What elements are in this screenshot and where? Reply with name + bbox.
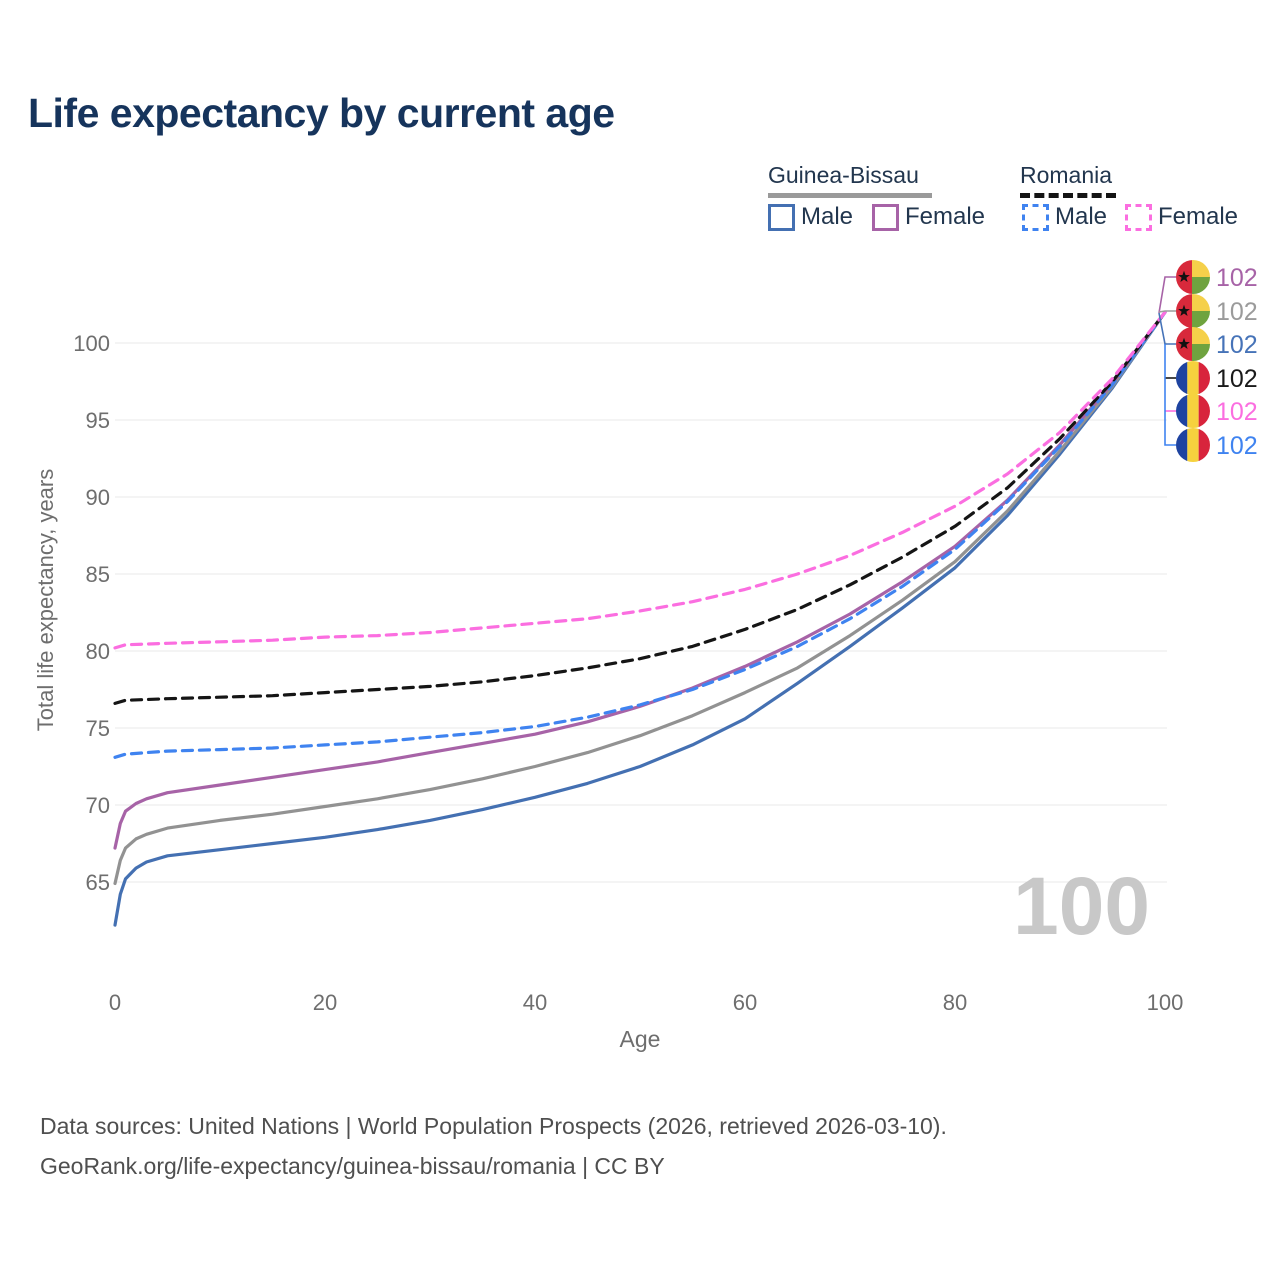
guinea-bissau-flag-icon (1176, 260, 1210, 294)
guinea-bissau-flag-icon (1176, 294, 1210, 328)
legend-item-label: Female (1158, 203, 1239, 230)
solid-line-swatch-icon (768, 203, 795, 231)
data-sources-line: Data sources: United Nations | World Pop… (40, 1113, 947, 1139)
x-tick-label: 80 (943, 990, 967, 1015)
y-tick-label: 75 (86, 716, 110, 741)
solid-line-swatch-icon (872, 203, 899, 231)
x-tick-label: 0 (109, 990, 121, 1015)
end-value-label: 102 (1216, 398, 1258, 426)
end-value-label: 102 (1216, 331, 1258, 359)
series-line-gb-female[interactable] (113, 310, 1167, 850)
label-leader-line (1164, 344, 1176, 446)
dashed-line-swatch-icon (1125, 203, 1152, 231)
legend-group-romania[interactable]: Romania (1020, 162, 1116, 198)
end-value-label: 102 (1216, 264, 1258, 292)
x-tick-label: 20 (313, 990, 337, 1015)
y-tick-label: 80 (86, 639, 110, 664)
legend-group-label: Romania (1020, 162, 1113, 188)
label-leader-line (1158, 310, 1176, 313)
romania-flag-icon (1176, 428, 1210, 462)
end-value-label: 102 (1216, 298, 1258, 326)
y-tick-label: 90 (86, 485, 110, 510)
romania-flag-icon (1176, 394, 1210, 428)
y-tick-label: 95 (86, 408, 110, 433)
series-line-gb-male[interactable] (113, 310, 1167, 927)
chart-canvas: 65 70 75 80 85 90 95 100 0 20 40 60 80 100 102 102 102 10… (73, 260, 1258, 1015)
legend-item-guinea-bissau-female[interactable]: Female (872, 203, 985, 231)
y-tick-label: 100 (73, 331, 110, 356)
label-leader-line (1158, 276, 1176, 314)
page-title: Life expectancy by current age (28, 90, 615, 136)
legend-group-guinea-bissau[interactable]: Guinea-Bissau (768, 162, 932, 198)
series-line-gb-total[interactable] (113, 310, 1167, 886)
legend-item-romania-female[interactable]: Female (1125, 203, 1238, 231)
legend-item-label: Female (905, 203, 986, 230)
x-tick-label: 40 (523, 990, 547, 1015)
x-tick-label: 100 (1147, 990, 1184, 1015)
x-tick-label: 60 (733, 990, 757, 1015)
end-value-label: 102 (1216, 365, 1258, 393)
current-age-watermark: 100 (1013, 861, 1150, 952)
y-tick-label: 85 (86, 562, 110, 587)
legend-item-label: Male (801, 203, 854, 230)
dashed-line-swatch-icon (1022, 203, 1049, 231)
guinea-bissau-flag-icon (1176, 327, 1210, 361)
legend-item-romania-male[interactable]: Male (1022, 203, 1107, 231)
end-value-label: 102 (1216, 432, 1258, 460)
legend-group-label: Guinea-Bissau (768, 162, 919, 188)
source-url-line: GeoRank.org/life-expectancy/guinea-bissa… (40, 1153, 665, 1179)
x-axis-title: Age (619, 1026, 661, 1052)
y-axis-title: Total life expectancy, years (33, 468, 58, 732)
series-line-ro-total[interactable] (113, 310, 1167, 706)
y-tick-label: 65 (86, 870, 110, 895)
romania-flag-icon (1176, 361, 1210, 395)
series-line-ro-male[interactable] (113, 310, 1167, 759)
legend-item-guinea-bissau-male[interactable]: Male (768, 203, 853, 231)
y-tick-label: 70 (86, 793, 110, 818)
source-attribution: Data sources: United Nations | World Pop… (40, 1106, 947, 1186)
legend-item-label: Male (1055, 203, 1108, 230)
series-line-ro-female[interactable] (113, 310, 1167, 650)
